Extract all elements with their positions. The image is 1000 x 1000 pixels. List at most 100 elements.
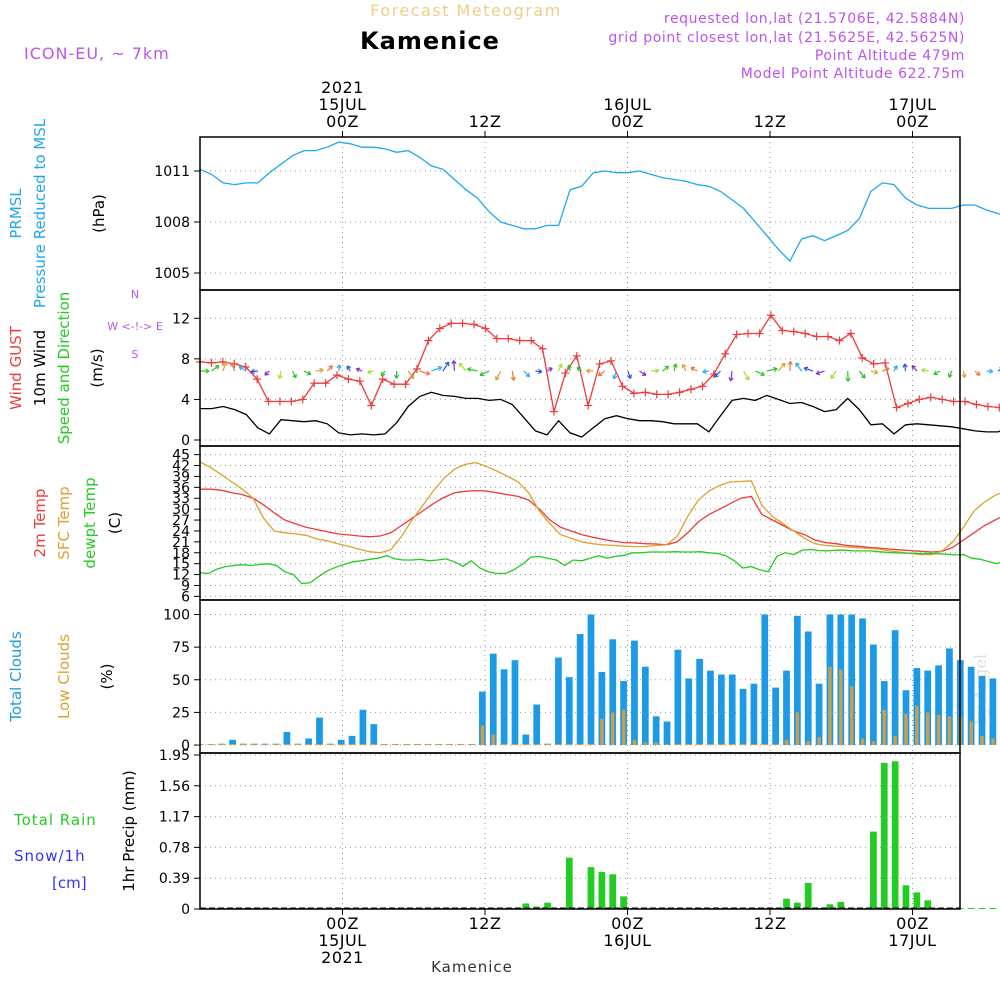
bar-clouds-1: [665, 743, 669, 745]
gust-point: [858, 353, 867, 362]
wind-arrow: [558, 363, 563, 372]
product-title: Forecast Meteogram: [370, 1, 561, 20]
bar-clouds-1: [402, 744, 410, 745]
gust-point: [298, 395, 307, 404]
wind-arrow: [597, 370, 606, 377]
wind-arrow: [303, 370, 312, 375]
wind-arrow: [766, 368, 778, 372]
bar-clouds-1: [882, 709, 886, 745]
wind-arrow: [858, 370, 866, 379]
ytick-label: 18: [172, 546, 190, 562]
bar-clouds-1: [621, 709, 626, 745]
time-label-bottom: 16JUL: [603, 931, 651, 950]
bar-clouds-1: [294, 744, 302, 745]
bar-clouds-1: [565, 744, 573, 745]
gust-point: [481, 324, 490, 333]
bar-clouds-1: [643, 742, 647, 745]
bar-precip-0: [870, 831, 877, 909]
bar-clouds-0: [598, 671, 606, 745]
gust-point: [458, 319, 467, 328]
bar-clouds-1: [750, 744, 758, 745]
wind-arrowhead: [702, 368, 707, 375]
wind-arrowhead: [230, 362, 235, 367]
wind-arrow: [458, 362, 467, 372]
bar-clouds-0: [772, 687, 780, 745]
panel-frame: [199, 445, 961, 601]
bar-clouds-0: [891, 630, 899, 745]
location-title: Kamenice: [360, 27, 500, 55]
time-label-bottom: 12Z: [754, 914, 787, 933]
gust-point: [424, 336, 433, 345]
gust-point: [561, 369, 570, 378]
wind-arrowhead: [292, 373, 297, 379]
bar-clouds-1: [348, 744, 356, 745]
wind-arrow: [816, 370, 825, 375]
bar-precip-0: [565, 857, 573, 909]
bar-clouds-1: [600, 718, 604, 745]
bar-precip-0: [783, 898, 790, 909]
wind-arrowhead: [444, 361, 450, 367]
wind-arrowhead: [264, 371, 269, 376]
wind-arrowhead: [510, 376, 516, 381]
wind-arrowhead: [760, 371, 765, 377]
wind-arrow: [211, 365, 220, 372]
ytick-label: 1005: [154, 266, 190, 282]
wind-arrowhead: [425, 370, 431, 376]
ytick-label: 1.56: [159, 779, 190, 795]
bar-clouds-1: [795, 712, 800, 745]
wind-arrowhead: [860, 373, 866, 379]
wind-arrow: [870, 370, 878, 374]
bar-clouds-0: [587, 614, 595, 745]
panel-ylabel: dewpt Temp: [81, 477, 99, 568]
bar-clouds-0: [511, 660, 519, 745]
bar-clouds-1: [860, 738, 865, 745]
wind-arrowhead: [728, 377, 734, 382]
bar-clouds-1: [326, 744, 334, 745]
gust-point: [698, 382, 707, 391]
bar-precip-0: [978, 908, 986, 909]
wind-arrow: [754, 370, 765, 376]
bar-clouds-0: [348, 735, 356, 745]
gust-point: [253, 375, 262, 384]
wind-arrow: [730, 370, 733, 382]
bar-precip-0: [587, 867, 595, 909]
wind-arrow: [467, 368, 478, 372]
panel-ylabel: 2m Temp: [31, 489, 49, 558]
time-label-bottom: 00Z: [611, 914, 644, 933]
bar-clouds-1: [696, 744, 703, 745]
bar-clouds-0: [946, 648, 953, 745]
panel-clouds: 0 25 50 75 100 Total Clouds Low Clouds (%): [7, 599, 997, 754]
wind-arrowhead: [525, 372, 531, 378]
panel-wind: 0 4 8 12 Wind GUST 10m Wind Speed and Directio…: [7, 288, 1000, 449]
wind-arrowhead: [537, 368, 543, 374]
wind-arrowhead: [458, 362, 464, 368]
bar-clouds-1: [632, 739, 637, 745]
wind-arrowhead: [328, 365, 333, 370]
wind-arrow: [442, 361, 450, 372]
bar-clouds-1: [491, 734, 495, 745]
gust-point: [938, 395, 947, 404]
gust-point: [321, 379, 330, 388]
bar-precip-0: [913, 892, 921, 909]
wind-arrowhead: [714, 372, 719, 378]
bar-clouds-1: [893, 735, 897, 745]
ytick-label: 42: [172, 459, 190, 475]
bar-clouds-1: [555, 744, 562, 745]
wind-arrowhead: [885, 367, 890, 372]
time-label-top: 12Z: [754, 112, 787, 131]
bar-clouds-0: [576, 634, 584, 745]
wind-arrow: [795, 362, 802, 372]
gust-point: [549, 407, 558, 416]
bar-clouds-1: [261, 744, 269, 745]
panel-ylabel: Speed and Direction: [55, 292, 73, 445]
wind-arrow: [997, 369, 1000, 372]
ytick-label: 33: [172, 491, 190, 507]
gust-point: [412, 365, 421, 373]
wind-arrow: [882, 367, 890, 372]
bar-clouds-1: [218, 744, 226, 745]
bar-clouds-1: [283, 744, 291, 745]
bar-clouds-1: [969, 721, 973, 745]
wind-arrowhead: [690, 366, 695, 372]
bar-clouds-0: [967, 666, 975, 745]
bar-clouds-0: [804, 631, 812, 745]
